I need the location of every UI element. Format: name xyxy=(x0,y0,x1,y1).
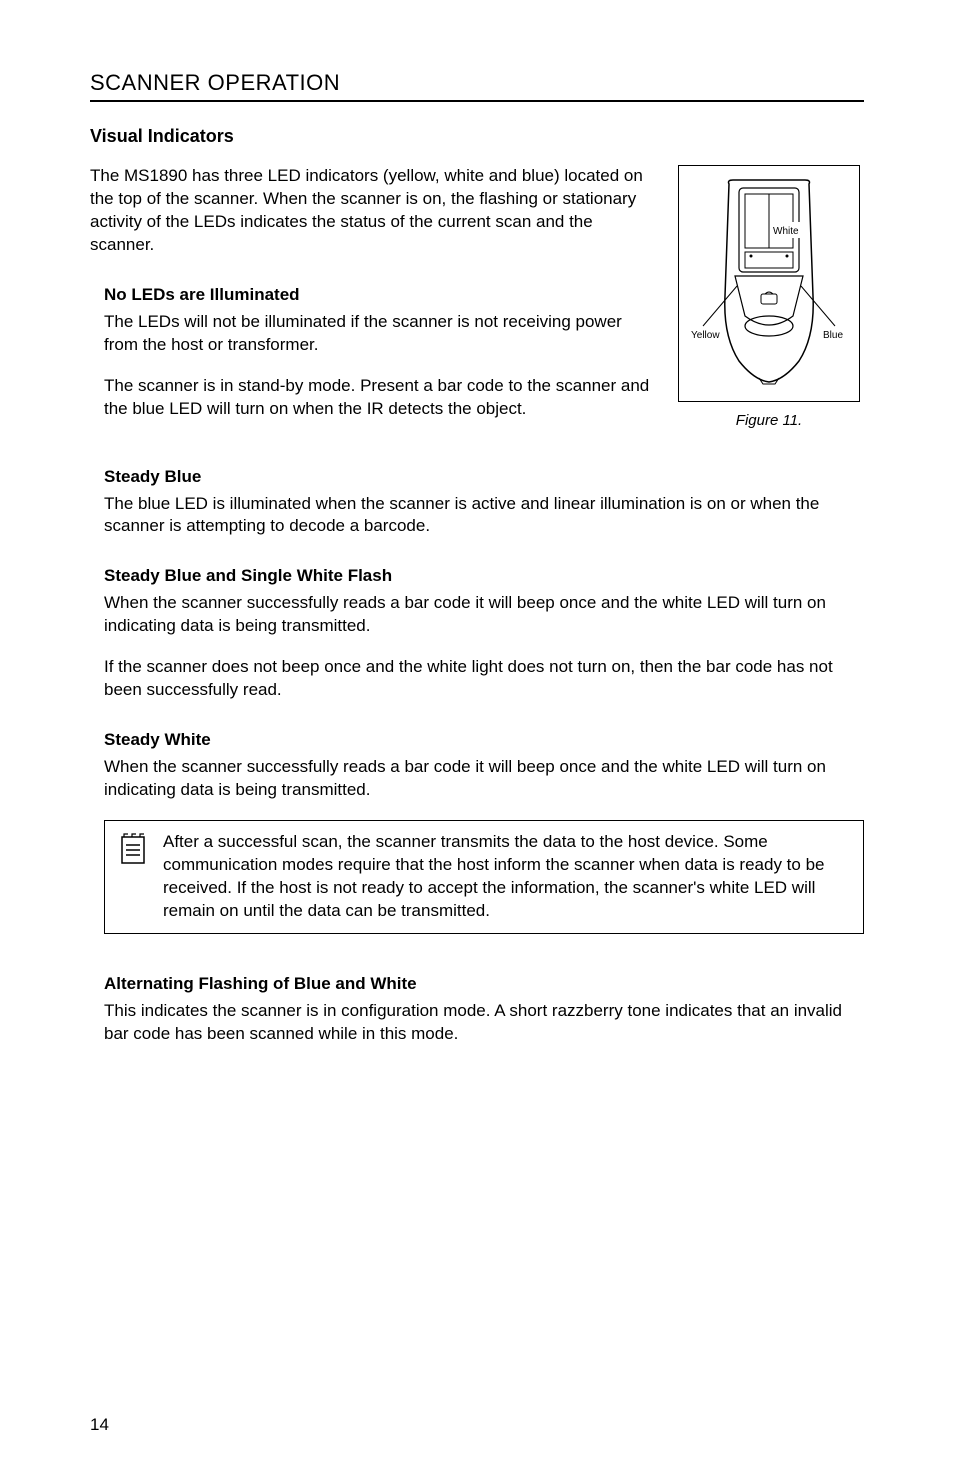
blue-white-flash-p2: If the scanner does not beep once and th… xyxy=(104,656,864,702)
note-icon xyxy=(119,831,149,865)
alternating-block: Alternating Flashing of Blue and White T… xyxy=(104,974,864,1046)
white-label: White xyxy=(773,226,799,237)
heading-rule xyxy=(90,100,864,102)
alternating-p1: This indicates the scanner is in configu… xyxy=(104,1000,864,1046)
top-left-column: The MS1890 has three LED indicators (yel… xyxy=(90,165,654,439)
steady-blue-block: Steady Blue The blue LED is illuminated … xyxy=(104,467,864,539)
alternating-title: Alternating Flashing of Blue and White xyxy=(104,974,864,994)
scanner-diagram: White Yellow Bl xyxy=(689,176,849,386)
note-box: After a successful scan, the scanner tra… xyxy=(104,820,864,934)
steady-white-title: Steady White xyxy=(104,730,864,750)
yellow-label: Yellow xyxy=(691,330,720,341)
note-text: After a successful scan, the scanner tra… xyxy=(163,831,849,923)
steady-white-block: Steady White When the scanner successful… xyxy=(104,730,864,934)
steady-blue-p1: The blue LED is illuminated when the sca… xyxy=(104,493,864,539)
blue-label: Blue xyxy=(823,330,843,341)
steady-white-p1: When the scanner successfully reads a ba… xyxy=(104,756,864,802)
blue-white-flash-p1: When the scanner successfully reads a ba… xyxy=(104,592,864,638)
intro-paragraph: The MS1890 has three LED indicators (yel… xyxy=(90,165,654,257)
no-leds-block: No LEDs are Illuminated The LEDs will no… xyxy=(104,285,654,421)
steady-blue-title: Steady Blue xyxy=(104,467,864,487)
page: SCANNER OPERATION Visual Indicators The … xyxy=(0,0,954,1475)
figure-column: White Yellow Bl xyxy=(674,165,864,429)
no-leds-p1: The LEDs will not be illuminated if the … xyxy=(104,311,654,357)
section-heading: SCANNER OPERATION xyxy=(90,70,864,96)
no-leds-p2: The scanner is in stand-by mode. Present… xyxy=(104,375,654,421)
page-number: 14 xyxy=(90,1415,109,1435)
blue-white-flash-block: Steady Blue and Single White Flash When … xyxy=(104,566,864,702)
figure-caption: Figure 11. xyxy=(674,412,864,429)
sub-heading: Visual Indicators xyxy=(90,126,864,147)
top-row: The MS1890 has three LED indicators (yel… xyxy=(90,165,864,439)
blue-white-flash-title: Steady Blue and Single White Flash xyxy=(104,566,864,586)
figure-box: White Yellow Bl xyxy=(678,165,860,402)
no-leds-title: No LEDs are Illuminated xyxy=(104,285,654,305)
